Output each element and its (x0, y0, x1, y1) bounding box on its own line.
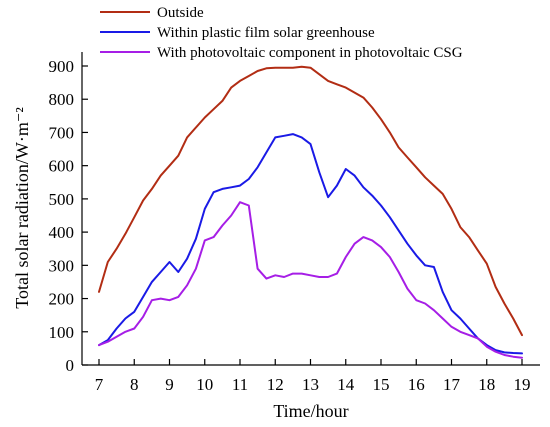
series-group (98, 65, 523, 359)
y-tick-label: 100 (49, 323, 75, 342)
x-tick-label: 8 (130, 375, 139, 394)
y-tick-label: 800 (49, 90, 75, 109)
y-tick-label: 300 (49, 256, 75, 275)
y-ticks: 0 100 200 300 400 500 600 700 800 900 (49, 57, 88, 375)
x-ticks: 7 8 9 10 11 12 13 14 15 16 17 18 19 (95, 359, 531, 394)
y-tick-label: 400 (49, 223, 75, 242)
legend-label-greenhouse: Within plastic film solar greenhouse (157, 25, 375, 41)
x-tick-label: 19 (514, 375, 531, 394)
x-tick-label: 18 (478, 375, 495, 394)
x-tick-label: 9 (165, 375, 174, 394)
x-tick-label: 11 (232, 375, 248, 394)
y-tick-label: 600 (49, 157, 75, 176)
axes (81, 52, 540, 366)
x-tick-label: 15 (373, 375, 390, 394)
y-tick-label: 900 (49, 57, 75, 76)
x-tick-label: 14 (337, 375, 355, 394)
series-line-greenhouse (98, 133, 523, 355)
x-tick-label: 17 (443, 375, 461, 394)
x-tick-label: 13 (302, 375, 319, 394)
series-line-outside (98, 65, 523, 337)
y-tick-label: 500 (49, 190, 75, 209)
y-tick-label: 700 (49, 123, 75, 142)
y-axis-title: Total solar radiation/W·m⁻² (12, 107, 32, 309)
y-tick-label: 0 (66, 356, 75, 375)
legend-label-outside: Outside (157, 5, 204, 21)
legend: Outside Within plastic film solar greenh… (100, 5, 463, 61)
x-tick-label: 16 (408, 375, 425, 394)
y-tick-label: 200 (49, 290, 75, 309)
series-line-photovoltaic (98, 201, 523, 359)
legend-label-photovoltaic: With photovoltaic component in photovolt… (157, 45, 463, 61)
x-tick-label: 7 (95, 375, 104, 394)
x-tick-label: 10 (196, 375, 213, 394)
x-axis-title: Time/hour (273, 401, 348, 421)
x-tick-label: 12 (267, 375, 284, 394)
